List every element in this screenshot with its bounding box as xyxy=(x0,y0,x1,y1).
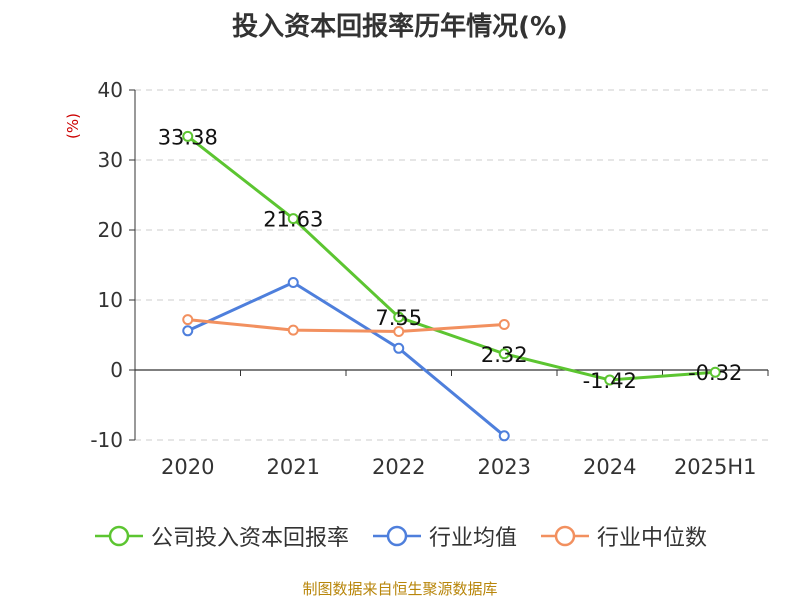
data-label: 33.38 xyxy=(158,125,218,149)
source-note: 制图数据来自恒生聚源数据库 xyxy=(302,580,498,598)
data-label: -0.32 xyxy=(688,361,742,385)
x-tick-label: 2024 xyxy=(583,455,636,479)
y-tick-label: 30 xyxy=(98,148,123,172)
y-tick-label: 0 xyxy=(110,358,123,382)
y-tick-label: 10 xyxy=(98,288,123,312)
data-point xyxy=(498,430,510,442)
series-line-2 xyxy=(187,318,505,333)
data-point xyxy=(287,277,299,288)
data-point xyxy=(287,213,299,225)
data-label: 7.55 xyxy=(375,306,422,330)
data-label: -1.42 xyxy=(583,369,637,393)
y-tick-label: 40 xyxy=(98,78,123,102)
legend-item[interactable]: 行业中位数 xyxy=(539,520,707,552)
data-point xyxy=(604,374,616,386)
legend-marker-icon xyxy=(372,525,421,547)
x-tick-label: 2021 xyxy=(267,455,320,479)
data-point xyxy=(498,319,510,330)
data-label: 2.32 xyxy=(481,343,528,367)
legend-item[interactable]: 公司投入资本回报率 xyxy=(93,520,349,552)
data-point xyxy=(393,311,405,323)
data-point xyxy=(498,348,510,360)
data-point xyxy=(182,325,194,337)
chart-title: 投入资本回报率历年情况(%) xyxy=(232,12,568,42)
data-point xyxy=(393,342,405,354)
x-tick-label: 2023 xyxy=(478,455,531,479)
data-label: 21.63 xyxy=(263,208,323,232)
legend-label: 行业中位数 xyxy=(597,526,708,551)
data-point xyxy=(709,366,721,378)
y-tick-label: -10 xyxy=(90,428,123,452)
y-axis-label: (%) xyxy=(64,113,82,139)
y-tick-label: 20 xyxy=(98,218,123,242)
legend-label: 行业均值 xyxy=(428,526,517,551)
data-point xyxy=(182,130,194,142)
data-point xyxy=(393,326,405,337)
legend-label: 公司投入资本回报率 xyxy=(150,526,349,551)
data-point xyxy=(182,314,194,326)
legend-marker-icon xyxy=(541,525,589,547)
series-line-1 xyxy=(187,281,506,437)
series-line-0 xyxy=(186,135,716,382)
legend-marker-icon xyxy=(94,525,143,547)
legend: 公司投入资本回报率 行业均值 行业中位数 xyxy=(0,520,800,552)
x-tick-label: 2022 xyxy=(372,455,425,479)
x-tick-label: 2020 xyxy=(161,455,214,479)
data-point xyxy=(287,324,299,336)
legend-item[interactable]: 行业均值 xyxy=(371,520,517,552)
x-tick-label: 2025H1 xyxy=(674,455,757,479)
